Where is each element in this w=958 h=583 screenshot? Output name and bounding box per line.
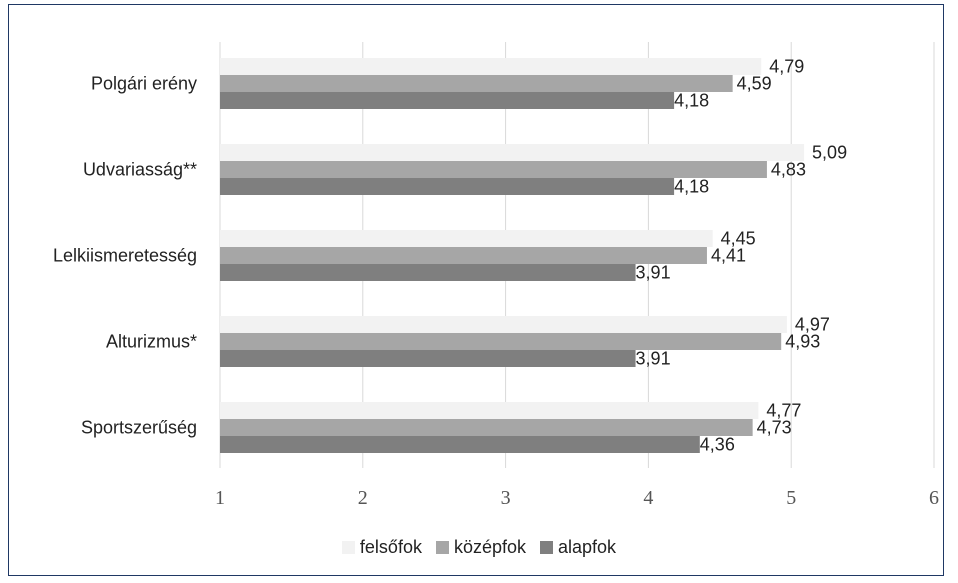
bar-középfok (220, 419, 753, 436)
legend-label: felsőfok (359, 537, 422, 557)
legend-label: alapfok (558, 537, 617, 557)
data-label: 4,73 (757, 418, 792, 438)
legend-swatch (435, 541, 449, 554)
data-label: 4,41 (711, 246, 746, 266)
bar-alapfok (220, 92, 675, 109)
bar-felsőfok (220, 58, 762, 75)
bar-középfok (220, 75, 733, 92)
x-tick-label: 6 (929, 487, 939, 509)
x-tick-label: 5 (786, 487, 796, 509)
bar-középfok (220, 333, 782, 350)
x-tick-label: 2 (358, 487, 368, 509)
x-tick-label: 1 (215, 487, 225, 509)
legend-item: felsőfok (341, 537, 422, 558)
x-tick-label: 4 (643, 487, 653, 509)
data-label: 3,91 (636, 263, 671, 283)
data-label: 4,18 (674, 177, 709, 197)
bar-felsőfok (220, 316, 787, 333)
data-label: 4,83 (771, 160, 806, 180)
legend-label: középfok (453, 537, 527, 557)
data-label: 4,77 (766, 401, 801, 421)
data-label: 4,45 (721, 229, 756, 249)
category-label: Lelkiismeretesség (53, 246, 197, 266)
data-label: 4,79 (769, 57, 804, 77)
bar-alapfok (220, 436, 700, 453)
category-label: Udvariasság** (83, 160, 197, 180)
category-label: Alturizmus* (106, 332, 197, 352)
data-label: 3,91 (636, 349, 671, 369)
bar-alapfok (220, 178, 675, 195)
data-label: 5,09 (812, 143, 847, 163)
category-label: Polgári erény (91, 74, 197, 94)
legend-swatch (341, 541, 355, 554)
bar-felsőfok (220, 230, 713, 247)
x-tick-label: 3 (501, 487, 511, 509)
legend-item: középfok (435, 537, 527, 558)
data-label: 4,97 (795, 315, 830, 335)
bar-felsőfok (220, 402, 759, 419)
category-label: Sportszerűség (81, 418, 197, 438)
data-label: 4,93 (785, 332, 820, 352)
bar-felsőfok (220, 144, 805, 161)
bar-középfok (220, 161, 767, 178)
legend-swatch (540, 541, 554, 554)
bar-alapfok (220, 350, 636, 367)
bar-alapfok (220, 264, 636, 281)
data-label: 4,36 (700, 435, 735, 455)
legend-item: alapfok (540, 537, 616, 558)
chart-legend: felsőfok középfok alapfok (0, 537, 958, 559)
data-label: 4,18 (674, 91, 709, 111)
data-label: 4,59 (737, 74, 772, 94)
bar-középfok (220, 247, 707, 264)
